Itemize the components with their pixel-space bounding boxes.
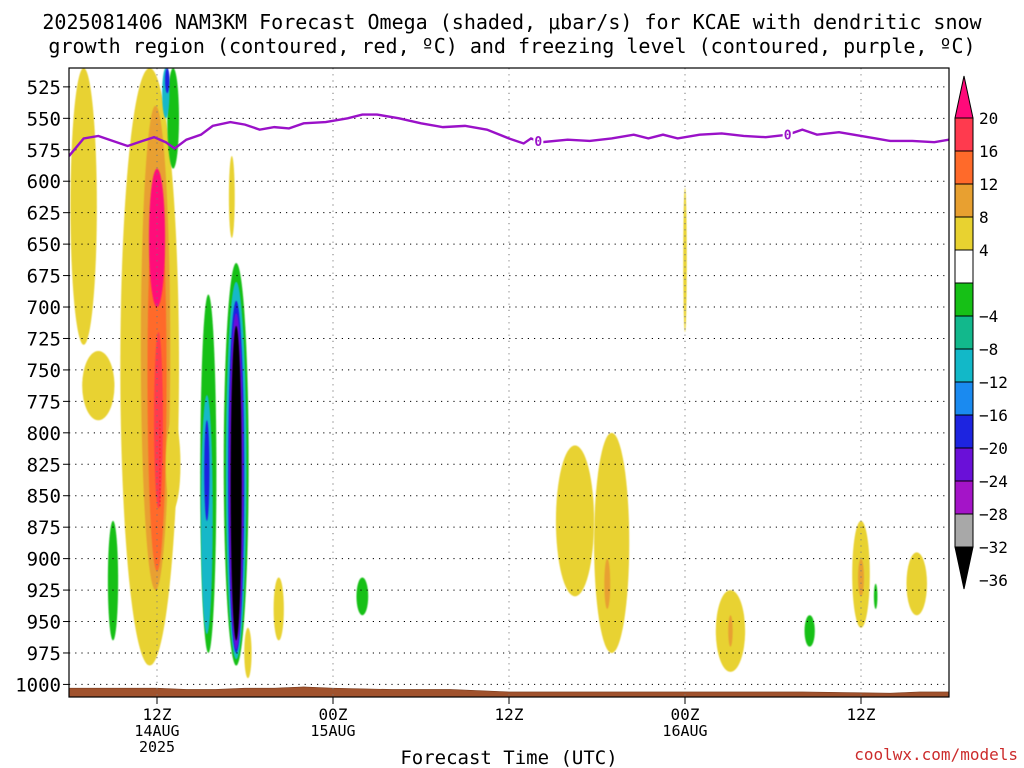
x-tick-label-12-2: 2025 (139, 738, 175, 756)
x-tick-label-60-0: 12Z (847, 705, 876, 724)
freezing-level-label-0: 0 (534, 135, 542, 150)
omega-blob-30 (804, 615, 815, 647)
y-tick-label-600: 600 (27, 171, 61, 193)
colorbar-label-0: 20 (979, 109, 998, 128)
colorbar-band-10 (954, 447, 974, 482)
chart-title-line-2: growth region (contoured, red, ºC) and f… (48, 34, 976, 58)
omega-blob-1 (82, 351, 115, 421)
colorbar: 20 16 12 8 4 −4 −8 −12 −16 −20 −24 −28 −32 −36 (954, 75, 1008, 590)
y-tick-label-550: 550 (27, 108, 61, 130)
x-tick-label-12-0: 12Z (143, 705, 172, 724)
colorbar-band-6 (954, 315, 974, 350)
y-tick-label-950: 950 (27, 612, 61, 634)
colorbar-label-13: −36 (979, 571, 1008, 590)
colorbar-label-7: −12 (979, 373, 1008, 392)
colorbar-band-4 (954, 249, 974, 284)
y-tick-label-775: 775 (27, 391, 61, 413)
y-tick-label-750: 750 (27, 360, 61, 382)
x-tick-label-48-1: 16AUG (662, 722, 707, 740)
chart-title-line-1: 2025081406 NAM3KM Forecast Omega (shaded… (42, 10, 982, 34)
x-tick-label-48-0: 00Z (671, 705, 700, 724)
colorbar-band-5 (954, 282, 974, 317)
x-tick-label-12-1: 14AUG (134, 722, 179, 740)
omega-blob-22 (273, 577, 284, 641)
y-tick-label-850: 850 (27, 486, 61, 508)
y-tick-label-675: 675 (27, 266, 61, 288)
freezing-label-bg (533, 133, 544, 149)
y-tick-label-800: 800 (27, 423, 61, 445)
colorbar-label-2: 12 (979, 175, 998, 194)
plot-frame (68, 67, 950, 698)
y-tick-label-1000: 1000 (15, 674, 61, 696)
credit-text: coolwx.com/models (854, 745, 1018, 764)
omega-blob-26 (604, 558, 611, 609)
omega-blob-14 (204, 420, 210, 521)
axes: 525 550 575 600 625 650 675 700 725 750 775 800 825 8… (15, 77, 876, 756)
omega-blob-11 (165, 420, 181, 509)
y-tick-label-875: 875 (27, 517, 61, 539)
colorbar-band-8 (954, 381, 974, 416)
y-tick-label-900: 900 (27, 549, 61, 571)
colorbar-label-1: 16 (979, 142, 998, 161)
colorbar-label-8: −16 (979, 406, 1008, 425)
omega-blob-33 (873, 583, 878, 609)
y-tick-label-925: 925 (27, 580, 61, 602)
colorbar-label-3: 8 (979, 208, 989, 227)
terrain (69, 686, 949, 697)
colorbar-label-6: −8 (979, 340, 998, 359)
y-tick-label-700: 700 (27, 297, 61, 319)
x-axis-label: Forecast Time (UTC) (400, 747, 617, 768)
omega-blob-34 (906, 552, 927, 616)
omega-blob-8 (167, 68, 179, 169)
colorbar-top-arrow (954, 75, 974, 119)
y-tick-label-650: 650 (27, 234, 61, 256)
omega-shading (70, 68, 927, 679)
omega-blob-7 (154, 332, 163, 509)
x-tick-label-24-1: 15AUG (310, 722, 355, 740)
freezing-level-line (69, 113, 949, 157)
colorbar-bottom-arrow (954, 546, 974, 590)
colorbar-label-12: −32 (979, 538, 1008, 557)
omega-blob-2 (107, 520, 119, 641)
y-tick-label-725: 725 (27, 328, 61, 350)
colorbar-band-1 (954, 150, 974, 185)
colorbar-label-5: −4 (979, 307, 998, 326)
freezing-level-label-1: 0 (784, 129, 792, 144)
y-tick-label-525: 525 (27, 77, 61, 99)
y-tick-label-575: 575 (27, 140, 61, 162)
freezing-label-bg (782, 126, 793, 142)
colorbar-band-2 (954, 183, 974, 218)
terrain-fill (69, 686, 949, 697)
y-tick-label-625: 625 (27, 203, 61, 225)
x-tick-label-36-0: 12Z (495, 705, 524, 724)
colorbar-band-7 (954, 348, 974, 383)
omega-blob-25 (594, 432, 630, 653)
colorbar-band-3 (954, 216, 974, 251)
y-tick-label-975: 975 (27, 643, 61, 665)
x-tick-label-24-0: 00Z (319, 705, 348, 724)
colorbar-band-0 (954, 117, 974, 152)
omega-blob-21 (228, 156, 235, 238)
omega-blob-23 (356, 577, 369, 616)
omega-blob-6 (148, 168, 166, 308)
colorbar-label-10: −24 (979, 472, 1008, 491)
colorbar-label-11: −28 (979, 505, 1008, 524)
omega-blob-10 (165, 68, 170, 94)
colorbar-label-9: −20 (979, 439, 1008, 458)
colorbar-label-4: 4 (979, 241, 989, 260)
omega-blob-27 (683, 187, 687, 333)
colorbar-band-11 (954, 480, 974, 515)
colorbar-band-9 (954, 414, 974, 449)
omega-blob-20 (244, 627, 252, 679)
omega-blob-29 (728, 615, 733, 647)
omega-blob-0 (70, 68, 97, 345)
omega-blob-24 (555, 445, 595, 597)
colorbar-band-12 (954, 513, 974, 548)
omega-blob-19 (230, 325, 242, 641)
y-tick-label-825: 825 (27, 454, 61, 476)
grid (69, 68, 949, 697)
